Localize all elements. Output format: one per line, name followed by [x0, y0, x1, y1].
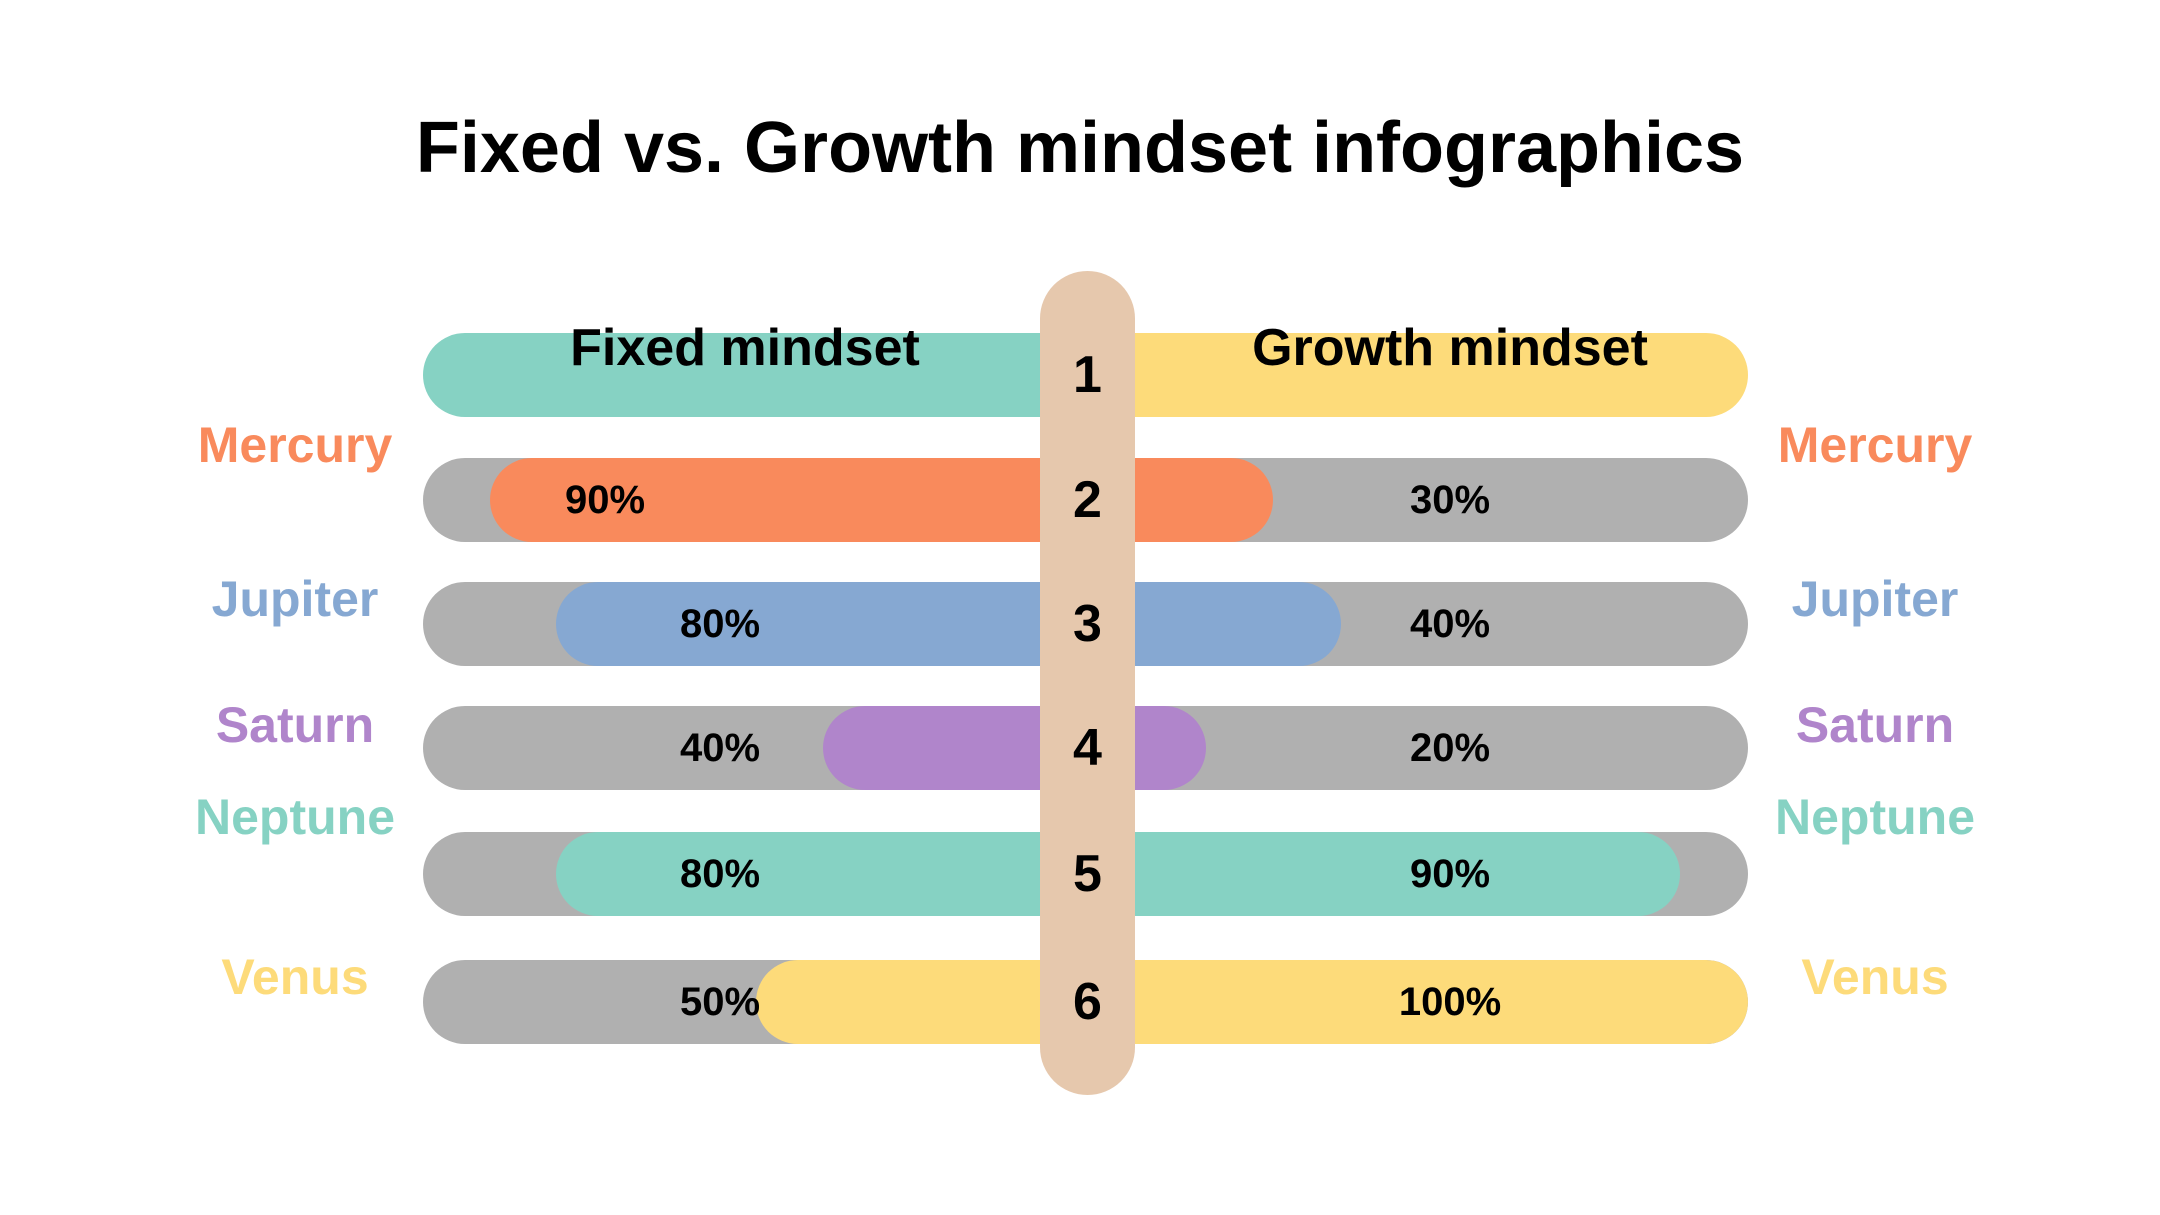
fixed-track-jupiter: [423, 582, 1090, 666]
planet-label-right-venus: Venus: [1801, 949, 1949, 1005]
planet-label-left-jupiter: Jupiter: [211, 571, 379, 627]
fixed-mindset-label: Fixed mindset: [570, 319, 920, 377]
growth-track-neptune: [1070, 832, 1748, 916]
fixed-value-label-mercury: 90%: [564, 478, 646, 522]
fixed-header-bar: [423, 333, 1090, 417]
fixed-bar-jupiter: [556, 582, 1090, 666]
growth-bar-venus: [1070, 960, 1748, 1044]
planet-label-right-saturn: Saturn: [1795, 697, 1955, 753]
row-number-5: 5: [1073, 845, 1102, 903]
row-number-6: 6: [1073, 973, 1102, 1031]
fixed-value-label-jupiter: 80%: [679, 602, 761, 646]
growth-value-label-neptune: 90%: [1409, 852, 1491, 896]
growth-track-mercury: [1070, 458, 1748, 542]
planet-label-right-neptune: Neptune: [1775, 789, 1975, 845]
fixed-track-mercury: [423, 458, 1090, 542]
growth-track-jupiter: [1070, 582, 1748, 666]
fixed-value-label-venus: 50%: [679, 980, 761, 1024]
growth-bar-neptune: [1070, 832, 1680, 916]
fixed-track-neptune: [423, 832, 1090, 916]
planet-label-left-saturn: Saturn: [215, 697, 375, 753]
fixed-bar-neptune: [556, 832, 1090, 916]
growth-value-label-mercury: 30%: [1409, 478, 1491, 522]
row-number-4: 4: [1073, 719, 1102, 777]
planet-label-left-neptune: Neptune: [195, 789, 395, 845]
planet-label-right-jupiter: Jupiter: [1791, 571, 1959, 627]
fixed-track-venus: [423, 960, 1090, 1044]
center-spine: [1040, 271, 1135, 1095]
growth-header-bar: [1070, 333, 1748, 417]
planet-label-right-mercury: Mercury: [1777, 417, 1973, 473]
planet-label-left-mercury: Mercury: [197, 417, 393, 473]
fixed-value-label-neptune: 80%: [679, 852, 761, 896]
growth-value-label-jupiter: 40%: [1409, 602, 1491, 646]
row-number-3: 3: [1073, 595, 1102, 653]
growth-value-label-saturn: 20%: [1409, 726, 1491, 770]
fixed-value-label-saturn: 40%: [679, 726, 761, 770]
page-title: Fixed vs. Growth mindset infographics: [415, 108, 1745, 188]
row-number-1: 1: [1073, 346, 1102, 404]
row-number-2: 2: [1073, 471, 1102, 529]
fixed-bar-venus: [756, 960, 1090, 1044]
growth-value-label-venus: 100%: [1398, 980, 1502, 1024]
growth-track-venus: [1070, 960, 1748, 1044]
fixed-bar-mercury: [490, 458, 1090, 542]
growth-mindset-label: Growth mindset: [1252, 319, 1648, 377]
planet-label-left-venus: Venus: [221, 949, 369, 1005]
